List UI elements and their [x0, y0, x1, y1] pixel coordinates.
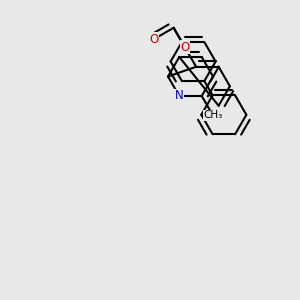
- Text: CH₃: CH₃: [203, 110, 223, 121]
- Text: O: O: [149, 32, 159, 46]
- Text: O: O: [180, 41, 190, 54]
- Text: N: N: [175, 89, 184, 103]
